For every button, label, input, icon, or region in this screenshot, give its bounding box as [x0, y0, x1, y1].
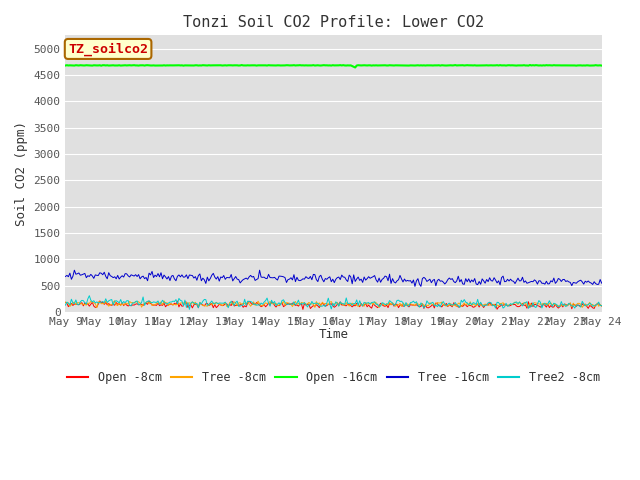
Open -16cm [239, 62, 247, 68]
Tree -16cm [129, 273, 136, 278]
Tree -8cm [131, 300, 138, 306]
Tree -8cm [598, 303, 605, 309]
Line: Tree -16cm: Tree -16cm [65, 270, 602, 287]
Tree -16cm [571, 280, 579, 286]
Open -8cm [571, 302, 579, 308]
Tree -16cm [411, 284, 419, 289]
Tree -8cm [252, 302, 259, 308]
Tree2 -8cm [61, 302, 69, 308]
Line: Open -16cm: Open -16cm [65, 65, 602, 68]
Open -8cm [96, 298, 104, 304]
Line: Open -8cm: Open -8cm [65, 301, 602, 310]
Legend: Open -8cm, Tree -8cm, Open -16cm, Tree -16cm, Tree2 -8cm: Open -8cm, Tree -8cm, Open -16cm, Tree -… [62, 367, 605, 389]
Y-axis label: Soil CO2 (ppm): Soil CO2 (ppm) [15, 121, 28, 226]
Tree2 -8cm [252, 301, 259, 307]
Tree2 -8cm [225, 305, 232, 311]
Tree -16cm [298, 277, 305, 283]
Open -16cm [296, 62, 304, 68]
Title: Tonzi Soil CO2 Profile: Lower CO2: Tonzi Soil CO2 Profile: Lower CO2 [183, 15, 484, 30]
Tree2 -8cm [86, 293, 93, 299]
Open -16cm [248, 62, 256, 68]
Tree2 -8cm [129, 300, 136, 306]
Line: Tree -8cm: Tree -8cm [65, 301, 602, 308]
Tree -8cm [299, 300, 307, 306]
Tree -8cm [61, 300, 69, 305]
Open -16cm [351, 65, 359, 71]
Tree -16cm [61, 274, 69, 279]
Open -16cm [61, 62, 69, 68]
Open -8cm [61, 300, 69, 305]
Tree -8cm [225, 303, 232, 309]
Tree2 -8cm [299, 301, 307, 307]
Open -16cm [221, 62, 229, 68]
Tree2 -8cm [186, 307, 193, 312]
Open -8cm [129, 302, 136, 308]
Tree -8cm [111, 298, 118, 304]
Tree -16cm [598, 280, 605, 286]
Open -8cm [299, 307, 307, 312]
Open -16cm [127, 62, 135, 68]
Tree -16cm [250, 274, 257, 279]
Open -8cm [598, 303, 605, 309]
Open -16cm [526, 62, 534, 68]
Tree -8cm [571, 302, 579, 308]
Tree -16cm [223, 275, 230, 280]
Tree2 -8cm [571, 305, 579, 311]
Tree -16cm [241, 276, 248, 282]
Tree -8cm [243, 301, 250, 307]
Open -8cm [241, 303, 248, 309]
Line: Tree2 -8cm: Tree2 -8cm [65, 296, 602, 310]
Tree -8cm [93, 305, 100, 311]
Open -16cm [571, 62, 579, 68]
Tree2 -8cm [598, 303, 605, 309]
Open -8cm [223, 301, 230, 307]
Open -16cm [598, 63, 605, 69]
X-axis label: Time: Time [319, 328, 349, 341]
Text: TZ_soilco2: TZ_soilco2 [68, 42, 148, 56]
Open -8cm [250, 300, 257, 306]
Open -8cm [298, 301, 305, 307]
Tree -16cm [70, 267, 78, 273]
Tree2 -8cm [243, 302, 250, 308]
